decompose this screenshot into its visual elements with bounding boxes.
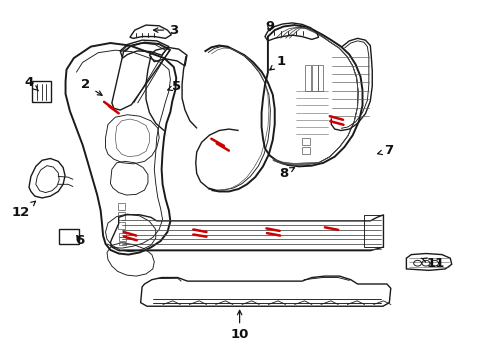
Text: 4: 4 [24, 76, 39, 91]
Text: 11: 11 [420, 257, 444, 270]
Text: 5: 5 [167, 80, 181, 93]
Text: 3: 3 [153, 24, 178, 37]
Text: 12: 12 [12, 201, 36, 220]
Text: 8: 8 [278, 167, 294, 180]
Text: 1: 1 [269, 55, 285, 70]
Text: 6: 6 [75, 234, 84, 247]
Text: 7: 7 [377, 144, 392, 157]
Text: 9: 9 [265, 20, 274, 33]
Text: 10: 10 [230, 310, 248, 341]
Text: 2: 2 [81, 78, 102, 95]
